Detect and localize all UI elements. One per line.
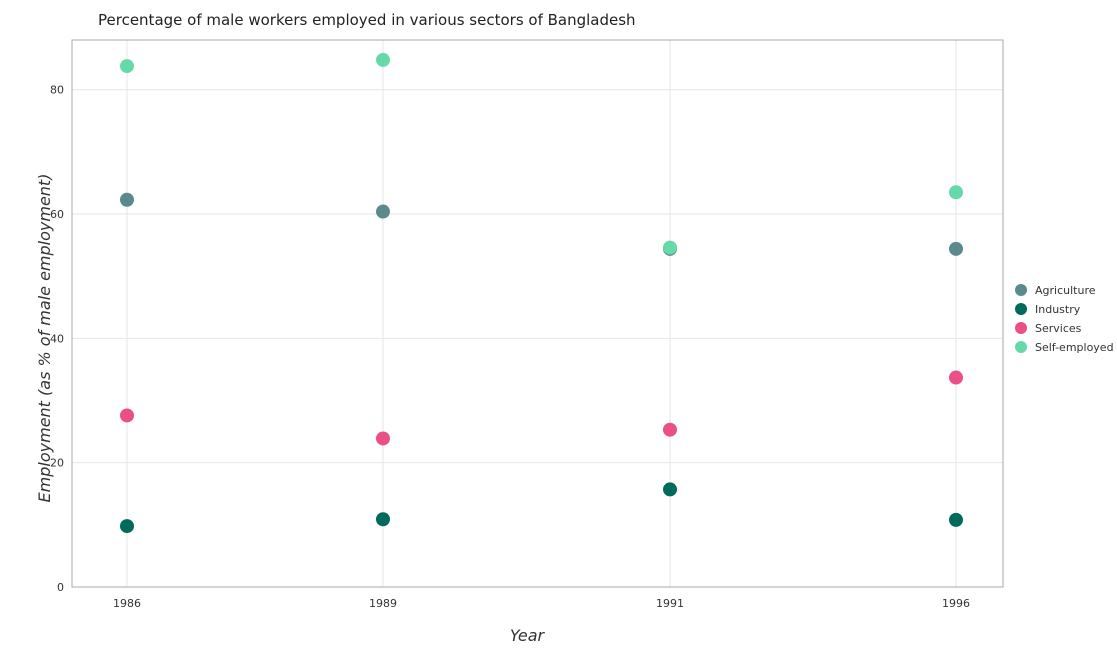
point-agriculture: [376, 204, 390, 219]
y-tick-label: 80: [50, 84, 64, 97]
point-self-employed: [376, 52, 390, 67]
x-tick-label: 1989: [369, 597, 397, 610]
x-tick-label: 1986: [113, 597, 141, 610]
y-tick-label: 40: [50, 332, 64, 345]
x-axis-title: Year: [510, 626, 546, 645]
y-tick-label: 0: [57, 581, 64, 594]
point-services: [949, 370, 963, 385]
point-agriculture: [949, 241, 963, 256]
legend-label-industry: Industry: [1035, 303, 1081, 316]
plot-frame: [71, 39, 1004, 588]
x-tick-label: 1996: [942, 597, 970, 610]
point-industry: [376, 512, 390, 527]
legend-marker-services: [1015, 322, 1027, 334]
legend-marker-industry: [1015, 303, 1027, 315]
point-self-employed: [120, 59, 134, 74]
chart-title: Percentage of male workers employed in v…: [98, 11, 636, 29]
legend-label-self-employed: Self-employed: [1035, 341, 1114, 354]
legend-label-agriculture: Agriculture: [1035, 284, 1096, 297]
x-tick-label: 1991: [656, 597, 684, 610]
point-services: [663, 422, 677, 437]
point-services: [120, 408, 134, 423]
y-axis-title: Employment (as % of male employment): [35, 174, 54, 503]
y-tick-label: 20: [50, 457, 64, 470]
point-self-employed: [663, 240, 677, 255]
legend-label-services: Services: [1035, 322, 1082, 335]
point-self-employed: [949, 185, 963, 200]
plot-area: 0 20 40 60 80 1986 1989 1991 1996: [50, 39, 1004, 610]
legend-marker-self-employed: [1015, 341, 1027, 353]
legend: Agriculture Industry Services Self-employed: [1015, 284, 1114, 354]
point-industry: [949, 512, 963, 527]
point-industry: [120, 519, 134, 534]
legend-marker-agriculture: [1015, 284, 1027, 296]
point-industry: [663, 482, 677, 497]
point-agriculture: [120, 192, 134, 207]
point-services: [376, 431, 390, 446]
y-tick-label: 60: [50, 208, 64, 221]
